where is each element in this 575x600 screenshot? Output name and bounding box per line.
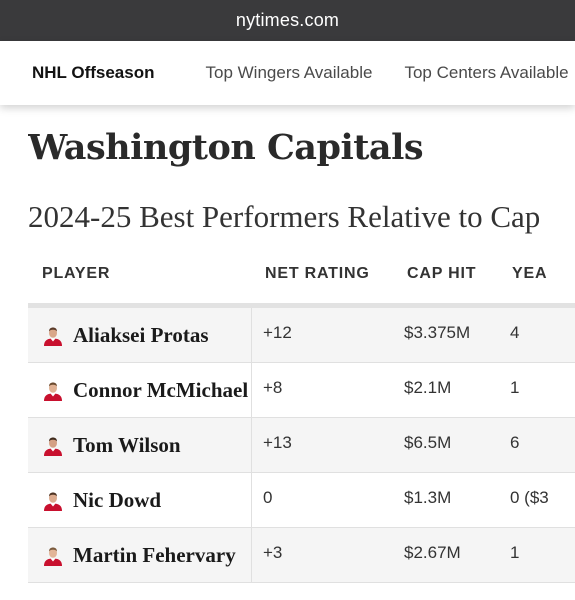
performers-table[interactable]: PLAYER NET RATING CAP HIT YEA Aliaksei P… xyxy=(28,255,575,583)
player-name: Aliaksei Protas xyxy=(73,322,209,347)
url-text: nytimes.com xyxy=(235,10,340,30)
browser-url-bar[interactable]: nytimes.com xyxy=(0,0,575,41)
cap-hit-cell: $2.1M xyxy=(404,378,452,397)
table-header: PLAYER NET RATING CAP HIT YEA xyxy=(28,255,575,308)
player-cell: Nic Dowd xyxy=(28,473,252,527)
header-net-rating: NET RATING xyxy=(265,265,370,282)
years-cell: 4 xyxy=(510,323,520,342)
cap-hit-cell: $6.5M xyxy=(404,433,452,452)
net-rating-cell: +13 xyxy=(263,433,292,452)
player-headshot-icon xyxy=(44,437,62,456)
article-content: Washington Capitals 2024-25 Best Perform… xyxy=(28,105,575,600)
net-rating-cell: +12 xyxy=(263,323,292,342)
years-cell: 6 xyxy=(510,433,520,452)
player-name: Martin Fehervary xyxy=(73,542,236,567)
player-name: Nic Dowd xyxy=(73,487,162,512)
section-navbar: NHL Offseason Top Wingers Available Top … xyxy=(0,41,575,105)
table-row: Connor McMichael +8 $2.1M 1 xyxy=(28,363,575,418)
player-headshot-icon xyxy=(44,382,62,401)
page-title: Washington Capitals xyxy=(28,127,424,168)
table-body: Aliaksei Protas +12 $3.375M 4 Connor McM… xyxy=(28,308,575,583)
nav-link-top-wingers[interactable]: Top Wingers Available xyxy=(205,63,373,82)
player-cell: Martin Fehervary xyxy=(28,528,252,582)
player-headshot-icon xyxy=(44,492,62,511)
header-years: YEA xyxy=(512,265,548,282)
header-divider xyxy=(28,303,575,308)
years-cell: 1 xyxy=(510,543,520,562)
table-row: Aliaksei Protas +12 $3.375M 4 xyxy=(28,308,575,363)
player-cell: Connor McMichael xyxy=(28,363,252,417)
player-headshot-icon xyxy=(44,327,62,346)
table-row: Martin Fehervary +3 $2.67M 1 xyxy=(28,528,575,583)
player-name: Connor McMichael xyxy=(73,377,249,402)
table-row: Nic Dowd 0 $1.3M 0 ($3 xyxy=(28,473,575,528)
years-cell: 0 ($3 xyxy=(510,488,549,507)
header-cap-hit: CAP HIT xyxy=(407,265,477,282)
cap-hit-cell: $1.3M xyxy=(404,488,452,507)
player-name: Tom Wilson xyxy=(73,432,181,457)
nav-section-title[interactable]: NHL Offseason xyxy=(32,63,155,82)
cap-hit-cell: $2.67M xyxy=(404,543,461,562)
net-rating-cell: 0 xyxy=(263,488,273,507)
player-cell: Aliaksei Protas xyxy=(28,308,252,362)
net-rating-cell: +8 xyxy=(263,378,283,397)
player-cell: Tom Wilson xyxy=(28,418,252,472)
years-cell: 1 xyxy=(510,378,520,397)
table-row: Tom Wilson +13 $6.5M 6 xyxy=(28,418,575,473)
header-player: PLAYER xyxy=(42,265,111,282)
table-title: 2024-25 Best Performers Relative to Cap xyxy=(28,199,541,234)
cap-hit-cell: $3.375M xyxy=(404,323,471,342)
nav-link-top-centers[interactable]: Top Centers Available xyxy=(404,63,569,82)
player-headshot-icon xyxy=(44,547,62,566)
net-rating-cell: +3 xyxy=(263,543,283,562)
